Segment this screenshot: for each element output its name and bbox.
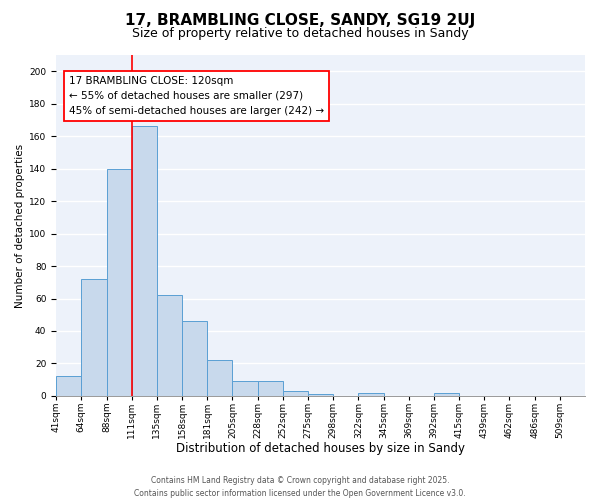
Bar [207,360,232,396]
X-axis label: Distribution of detached houses by size in Sandy: Distribution of detached houses by size … [176,442,465,455]
Text: 17 BRAMBLING CLOSE: 120sqm
← 55% of detached houses are smaller (297)
45% of sem: 17 BRAMBLING CLOSE: 120sqm ← 55% of deta… [69,76,324,116]
Bar [107,168,131,396]
Y-axis label: Number of detached properties: Number of detached properties [15,144,25,308]
Text: 17, BRAMBLING CLOSE, SANDY, SG19 2UJ: 17, BRAMBLING CLOSE, SANDY, SG19 2UJ [125,12,475,28]
Bar [358,392,383,396]
Bar [232,382,257,396]
Bar [257,382,283,396]
Bar [56,376,82,396]
Text: Contains HM Land Registry data © Crown copyright and database right 2025.
Contai: Contains HM Land Registry data © Crown c… [134,476,466,498]
Bar [434,392,459,396]
Bar [182,321,207,396]
Bar [308,394,333,396]
Text: Size of property relative to detached houses in Sandy: Size of property relative to detached ho… [131,28,469,40]
Bar [131,126,157,396]
Bar [82,279,107,396]
Bar [157,296,182,396]
Bar [283,391,308,396]
